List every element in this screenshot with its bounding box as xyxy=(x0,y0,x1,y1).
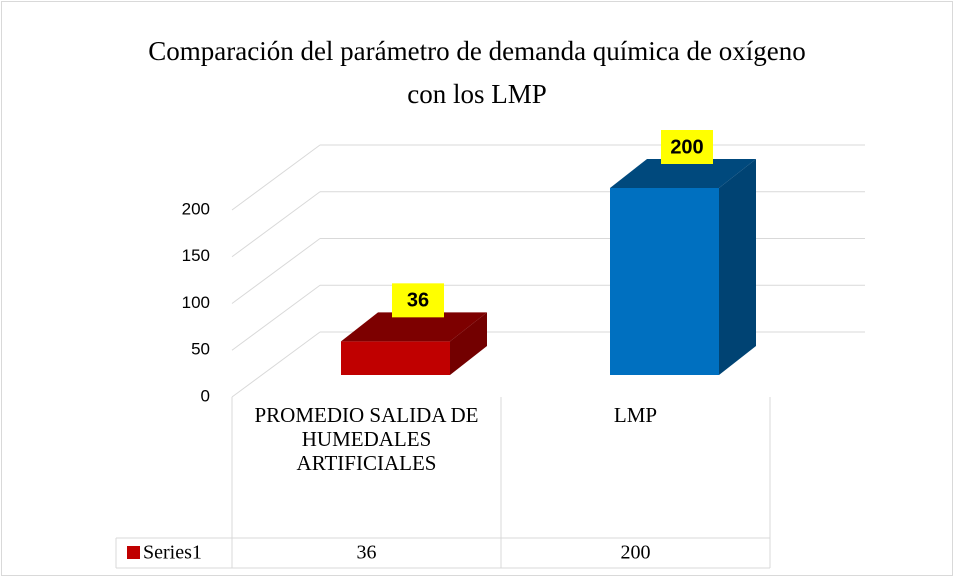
y-tick-label: 0 xyxy=(201,386,210,405)
grid-line xyxy=(231,284,321,351)
value-label-box xyxy=(392,283,444,318)
x-tick-label: LMP xyxy=(613,403,658,427)
bar xyxy=(341,312,487,375)
y-tick-label: 150 xyxy=(182,246,210,265)
grid-line xyxy=(231,191,321,258)
grid-line xyxy=(231,238,321,304)
value-label: 36 xyxy=(407,290,429,312)
y-tick-label: 200 xyxy=(182,199,210,218)
y-tick-label: 100 xyxy=(182,293,210,312)
x-tick-label: PROMEDIO SALIDA DE HUMEDALES ARTIFICIALE… xyxy=(254,403,479,475)
value-label-box xyxy=(661,130,713,164)
bar xyxy=(610,159,756,375)
bar-top xyxy=(341,312,487,342)
legend-key xyxy=(127,546,140,559)
y-tick-label: 50 xyxy=(191,340,210,359)
legend-label: Series1 xyxy=(143,542,202,564)
bar-front xyxy=(341,341,450,375)
table-value: 200 xyxy=(621,542,651,564)
bar-top xyxy=(610,159,756,188)
bar-side xyxy=(450,312,487,375)
chart-title: Comparación del parámetro de demanda quí… xyxy=(148,36,806,109)
grid-line xyxy=(231,331,321,398)
bar-side xyxy=(719,159,756,375)
bar-front xyxy=(610,188,719,375)
table-value: 36 xyxy=(357,542,377,564)
grid-line xyxy=(231,144,321,211)
value-label: 200 xyxy=(670,136,703,158)
